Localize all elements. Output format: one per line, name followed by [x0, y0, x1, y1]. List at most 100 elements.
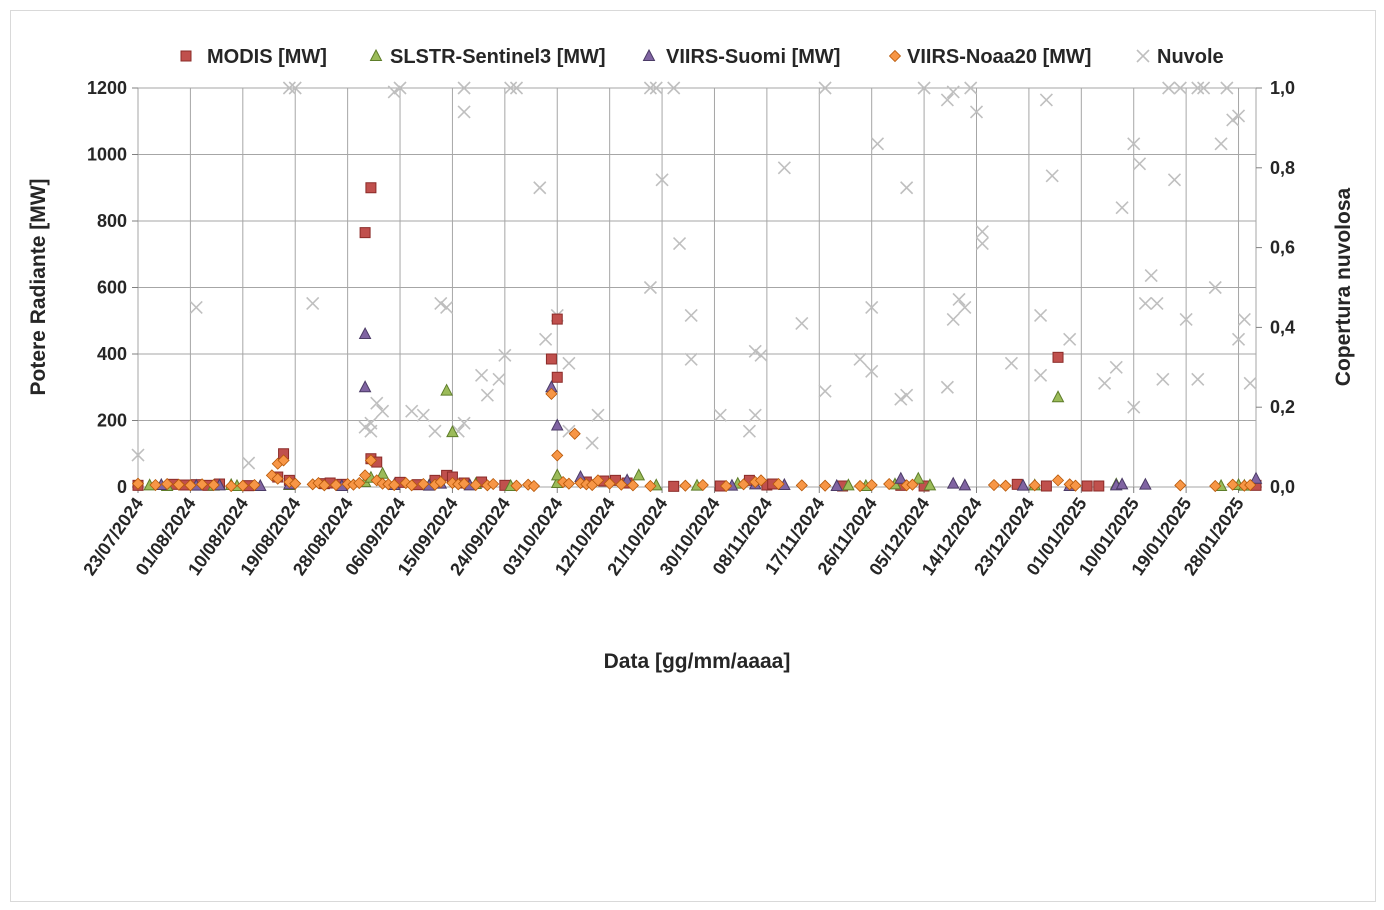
- data-point: [440, 383, 453, 396]
- data-point: [545, 353, 557, 365]
- y-tick-label: 400: [97, 344, 127, 364]
- data-point: [940, 380, 954, 394]
- data-point: [742, 424, 756, 438]
- y-tick-label: 200: [97, 411, 127, 431]
- data-point: [842, 478, 855, 491]
- legend-label: Nuvole: [1157, 46, 1224, 68]
- data-point: [1249, 471, 1263, 484]
- data-point: [684, 352, 698, 366]
- data-point: [603, 477, 616, 490]
- data-point: [1244, 478, 1257, 492]
- data-point: [865, 300, 879, 315]
- data-point: [434, 296, 448, 311]
- data-point: [184, 479, 197, 492]
- data-point: [975, 225, 989, 239]
- data-point: [853, 479, 867, 493]
- data-point: [865, 478, 878, 492]
- data-point: [720, 479, 733, 493]
- data-point: [1231, 332, 1246, 346]
- data-point: [1045, 169, 1059, 183]
- data-point: [271, 472, 284, 485]
- data-point: [772, 477, 785, 491]
- data-point: [498, 348, 512, 362]
- data-point: [894, 392, 908, 406]
- data-point: [492, 372, 506, 386]
- y-tick-label: 800: [97, 211, 127, 231]
- series-1: [143, 383, 1251, 492]
- data-point: [551, 449, 564, 462]
- data-point: [277, 454, 290, 467]
- series-3: [131, 387, 1257, 493]
- data-point: [428, 424, 442, 438]
- y-tick-label: 1000: [87, 145, 127, 165]
- data-point: [1093, 480, 1105, 492]
- data-point: [1226, 478, 1239, 491]
- data-point: [906, 478, 919, 491]
- data-point: [591, 474, 605, 487]
- data-point: [1115, 477, 1129, 490]
- data-point: [853, 352, 867, 366]
- legend-marker: [1136, 49, 1150, 63]
- data-point: [550, 418, 564, 431]
- data-point: [748, 408, 762, 422]
- y-tick-label: 1200: [87, 78, 127, 98]
- data-point: [917, 81, 931, 95]
- data-point: [952, 292, 966, 307]
- data-point: [1098, 376, 1112, 390]
- data-point: [289, 477, 302, 490]
- data-point: [668, 480, 680, 492]
- legend-marker: [180, 50, 192, 62]
- data-point: [172, 478, 185, 491]
- data-point: [1004, 356, 1019, 370]
- data-point: [207, 478, 220, 492]
- data-point: [1127, 137, 1141, 151]
- data-point: [644, 479, 657, 493]
- series-4: [131, 81, 1257, 470]
- data-point: [946, 476, 960, 489]
- data-point: [545, 387, 558, 400]
- x-axis-title: Data [gg/mm/aaaa]: [604, 650, 791, 673]
- data-point: [405, 479, 418, 492]
- data-point: [643, 280, 657, 295]
- legend-entry: VIIRS-Suomi [MW]: [642, 46, 840, 68]
- data-point: [649, 81, 663, 95]
- data-point: [795, 479, 808, 492]
- data-point: [282, 81, 296, 95]
- legend-marker: [369, 48, 383, 61]
- data-point: [1197, 81, 1211, 95]
- data-point: [288, 81, 302, 95]
- data-point: [975, 237, 989, 251]
- data-point: [358, 326, 372, 340]
- data-point: [469, 478, 482, 492]
- data-point: [1208, 280, 1222, 295]
- data-point: [748, 344, 762, 358]
- data-point: [615, 478, 628, 491]
- data-point: [946, 312, 960, 326]
- data-point: [818, 384, 832, 398]
- y2-tick-label: 0,2: [1270, 397, 1295, 417]
- data-point: [236, 479, 249, 492]
- data-point: [487, 477, 500, 491]
- data-point: [819, 479, 832, 492]
- series-2: [154, 326, 1263, 492]
- data-point: [416, 408, 430, 422]
- data-point: [1051, 474, 1065, 487]
- data-point: [405, 404, 419, 418]
- data-point: [1173, 81, 1187, 95]
- data-point: [684, 308, 698, 322]
- y-tick-label: 600: [97, 278, 127, 298]
- chart-frame: [10, 10, 1376, 902]
- data-point: [1039, 93, 1053, 107]
- data-point: [865, 364, 879, 378]
- data-point: [195, 478, 209, 491]
- x-axis-ticks: 23/07/202401/08/202410/08/202419/08/2024…: [79, 487, 1248, 579]
- data-point: [1231, 109, 1246, 123]
- data-point: [1033, 368, 1048, 382]
- data-point: [987, 478, 1001, 492]
- data-point: [632, 468, 646, 481]
- data-point: [830, 478, 844, 492]
- data-point: [1191, 372, 1205, 386]
- data-point: [440, 300, 454, 315]
- data-point: [1214, 137, 1228, 151]
